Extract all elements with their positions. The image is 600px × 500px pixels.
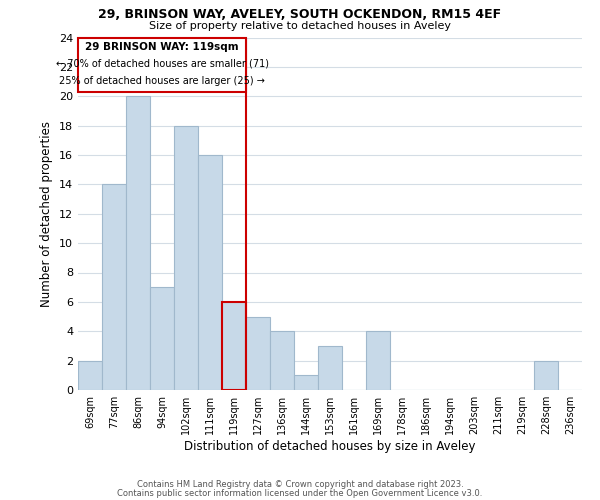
Bar <box>270 331 294 390</box>
X-axis label: Distribution of detached houses by size in Aveley: Distribution of detached houses by size … <box>184 440 476 453</box>
Bar <box>78 38 246 92</box>
Bar <box>102 184 126 390</box>
Text: 29, BRINSON WAY, AVELEY, SOUTH OCKENDON, RM15 4EF: 29, BRINSON WAY, AVELEY, SOUTH OCKENDON,… <box>98 8 502 20</box>
Bar <box>174 126 198 390</box>
Bar <box>318 346 342 390</box>
Bar <box>150 287 174 390</box>
Bar <box>78 360 102 390</box>
Text: Size of property relative to detached houses in Aveley: Size of property relative to detached ho… <box>149 21 451 31</box>
Text: 29 BRINSON WAY: 119sqm: 29 BRINSON WAY: 119sqm <box>85 42 239 52</box>
Bar <box>198 155 222 390</box>
Text: Contains public sector information licensed under the Open Government Licence v3: Contains public sector information licen… <box>118 488 482 498</box>
Bar <box>534 360 558 390</box>
Bar <box>222 302 246 390</box>
Text: 25% of detached houses are larger (25) →: 25% of detached houses are larger (25) → <box>59 76 265 86</box>
Text: ← 70% of detached houses are smaller (71): ← 70% of detached houses are smaller (71… <box>56 59 269 69</box>
Bar <box>246 316 270 390</box>
Text: Contains HM Land Registry data © Crown copyright and database right 2023.: Contains HM Land Registry data © Crown c… <box>137 480 463 489</box>
Y-axis label: Number of detached properties: Number of detached properties <box>40 120 53 306</box>
Bar <box>294 376 318 390</box>
Bar <box>366 331 390 390</box>
Bar <box>126 96 150 390</box>
